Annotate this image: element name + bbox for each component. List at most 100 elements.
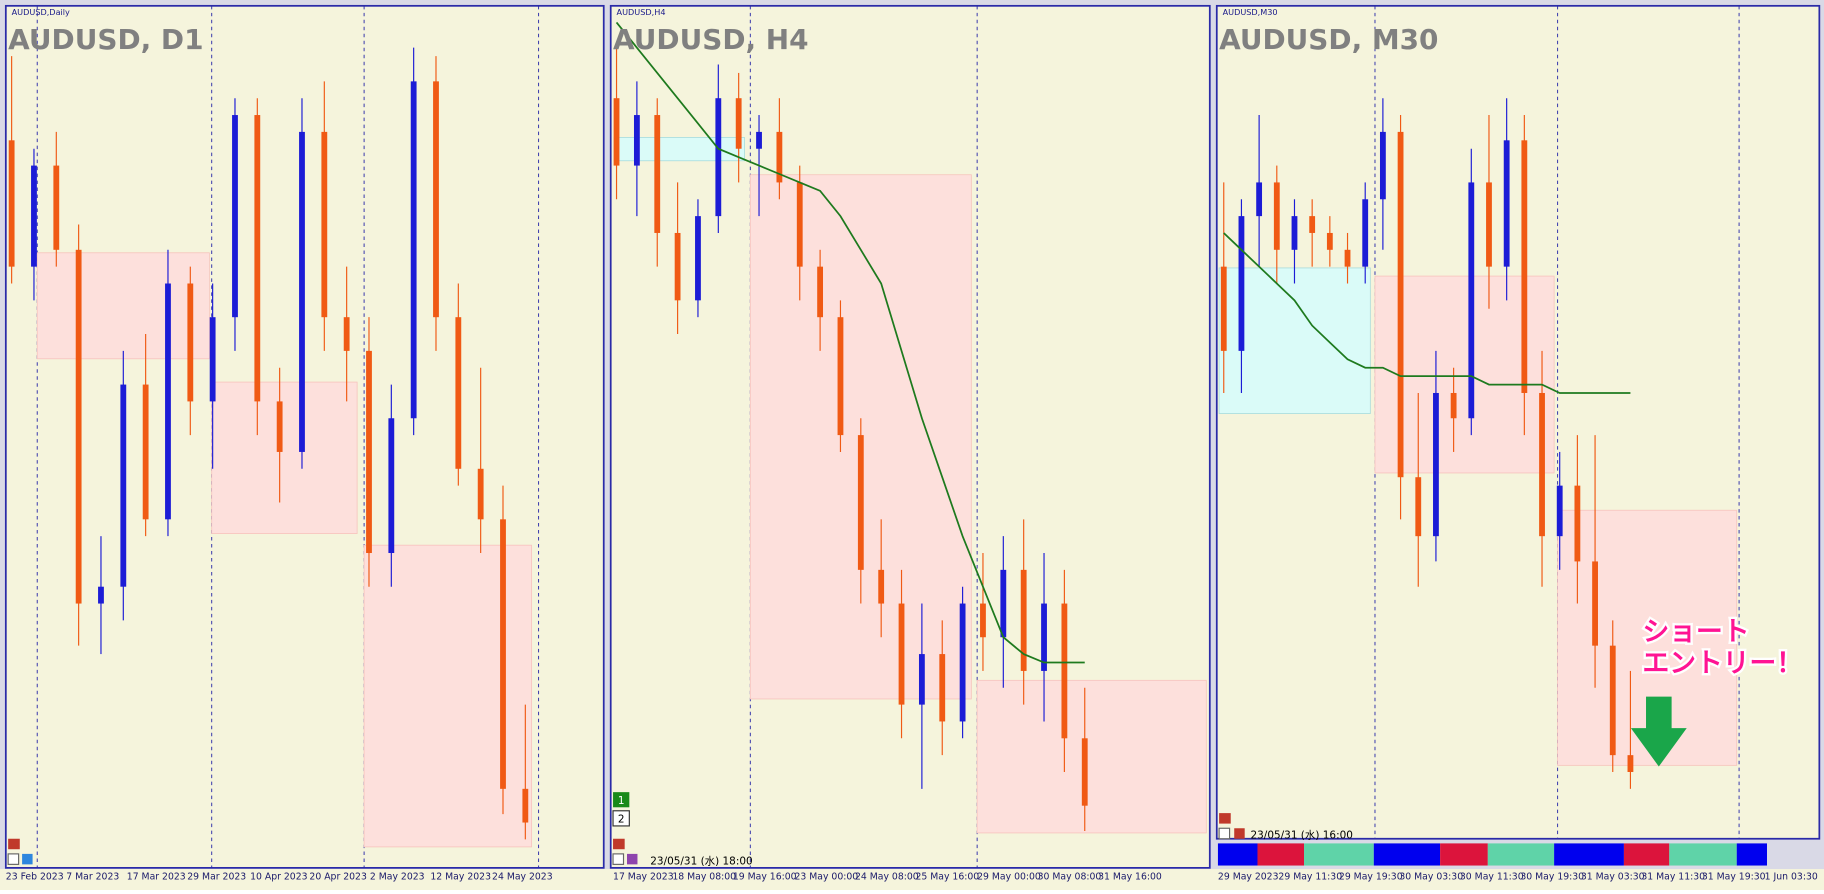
timestamp: 23/05/31 (水) 16:00 bbox=[1251, 830, 1353, 842]
candle-body bbox=[1397, 131, 1404, 478]
x-label: 23 Feb 2023 bbox=[6, 872, 64, 883]
x-label: 18 May 08:00 bbox=[672, 872, 736, 883]
button-label[interactable]: 2 bbox=[618, 813, 625, 825]
symbol-label: AUDUSD,M30 bbox=[1223, 7, 1278, 17]
symbol-label: AUDUSD,H4 bbox=[617, 7, 666, 17]
candle-body bbox=[8, 140, 15, 267]
candle-body bbox=[1220, 266, 1227, 351]
moving-average bbox=[615, 21, 1085, 664]
panel-title: AUDUSD, H4 bbox=[613, 23, 809, 56]
x-label: 30 May 03:30 bbox=[1399, 872, 1463, 883]
x-label: 23 May 00:00 bbox=[795, 872, 859, 883]
annotation-line: ショート bbox=[1643, 617, 1750, 648]
x-label: 30 May 11:30 bbox=[1460, 872, 1524, 883]
x-label: 30 May 19:30 bbox=[1520, 872, 1584, 883]
candle-body bbox=[500, 519, 506, 789]
x-label: 17 May 2023 bbox=[613, 872, 674, 883]
x-label: 31 May 03:30 bbox=[1581, 872, 1645, 883]
candle-body bbox=[1256, 182, 1263, 217]
candle-body bbox=[735, 98, 742, 149]
panel-title: AUDUSD, D1 bbox=[8, 23, 203, 56]
candle-body bbox=[1238, 216, 1245, 351]
candle-body bbox=[1433, 392, 1439, 537]
candle-body bbox=[1020, 569, 1027, 671]
x-label: 29 May 19:30 bbox=[1339, 872, 1403, 883]
candle-body bbox=[321, 131, 328, 318]
candle-body bbox=[299, 131, 305, 452]
x-label: 17 Mar 2023 bbox=[127, 872, 186, 883]
candle-body bbox=[75, 249, 82, 604]
window-buttons bbox=[7, 792, 1245, 865]
candle-body bbox=[695, 216, 701, 301]
candle-body bbox=[633, 115, 640, 166]
candle-body bbox=[1000, 569, 1007, 638]
x-label: 24 May 2023 bbox=[492, 872, 553, 883]
candle-body bbox=[898, 603, 905, 705]
timestamp: 23/05/31 (水) 18:00 bbox=[650, 855, 752, 867]
x-label: 20 Apr 2023 bbox=[309, 872, 367, 883]
candle-body bbox=[31, 165, 37, 267]
candle-body bbox=[1592, 561, 1598, 646]
x-label: 7 Mar 2023 bbox=[66, 872, 119, 883]
candle-body bbox=[918, 654, 925, 705]
x-label: 24 May 08:00 bbox=[855, 872, 919, 883]
candle-body bbox=[959, 603, 966, 722]
x-label: 30 May 08:00 bbox=[1038, 872, 1102, 883]
symbol-label: AUDUSD,Daily bbox=[12, 7, 70, 17]
candle-body bbox=[1081, 738, 1088, 806]
candle-body bbox=[1061, 603, 1068, 739]
candle-body bbox=[1309, 216, 1316, 233]
candle-body bbox=[1609, 645, 1616, 756]
candle-body bbox=[209, 317, 216, 402]
candle-body bbox=[1450, 392, 1457, 419]
x-label: 29 May 2023 bbox=[1218, 872, 1279, 883]
candle-body bbox=[776, 131, 783, 183]
candle-body bbox=[120, 384, 127, 587]
candle-body bbox=[366, 350, 372, 554]
x-label: 1 Jun 03:30 bbox=[1765, 872, 1818, 883]
candle-body bbox=[1503, 140, 1510, 267]
candle-body bbox=[433, 81, 439, 318]
x-label: 29 May 00:00 bbox=[977, 872, 1041, 883]
candle-body bbox=[254, 115, 261, 402]
candle-body bbox=[796, 182, 803, 267]
button-label[interactable]: 1 bbox=[618, 795, 625, 807]
signal-bar bbox=[1217, 843, 1767, 866]
candle-body bbox=[878, 569, 885, 604]
candle-body bbox=[1486, 182, 1492, 267]
candle-body bbox=[1344, 249, 1351, 267]
x-label: 31 May 19:30 bbox=[1702, 872, 1766, 883]
x-label: 29 Mar 2023 bbox=[187, 872, 246, 883]
candle-body bbox=[1468, 182, 1475, 419]
button-2[interactable] bbox=[612, 810, 630, 827]
panel-title: AUDUSD, M30 bbox=[1219, 23, 1438, 56]
candle-body bbox=[756, 131, 762, 149]
candle-body bbox=[939, 654, 946, 722]
x-label: 31 May 11:30 bbox=[1641, 872, 1705, 883]
candle-body bbox=[1326, 232, 1333, 250]
candle-body bbox=[53, 165, 60, 250]
candle-body bbox=[1291, 216, 1298, 250]
candle-body bbox=[613, 98, 620, 166]
candle-body bbox=[674, 232, 681, 301]
candle-body bbox=[857, 435, 864, 570]
candle-body bbox=[343, 317, 350, 351]
candle-body bbox=[1556, 485, 1563, 537]
candle-body bbox=[1379, 131, 1386, 200]
candle-body bbox=[1627, 755, 1634, 772]
candle-body bbox=[1574, 485, 1581, 562]
candle-body bbox=[1521, 140, 1528, 393]
candle-body bbox=[410, 81, 417, 419]
candles bbox=[8, 21, 1634, 840]
button-1[interactable] bbox=[613, 792, 630, 808]
x-label: 25 May 16:00 bbox=[915, 872, 979, 883]
candle-body bbox=[98, 586, 104, 604]
candle-body bbox=[980, 603, 986, 638]
candle-body bbox=[522, 788, 529, 823]
x-label: 10 Apr 2023 bbox=[250, 872, 308, 883]
candle-body bbox=[654, 115, 661, 233]
candle-body bbox=[1415, 477, 1422, 537]
candle-body bbox=[1362, 199, 1369, 267]
candle-body bbox=[477, 468, 484, 520]
candle-body bbox=[142, 384, 149, 520]
